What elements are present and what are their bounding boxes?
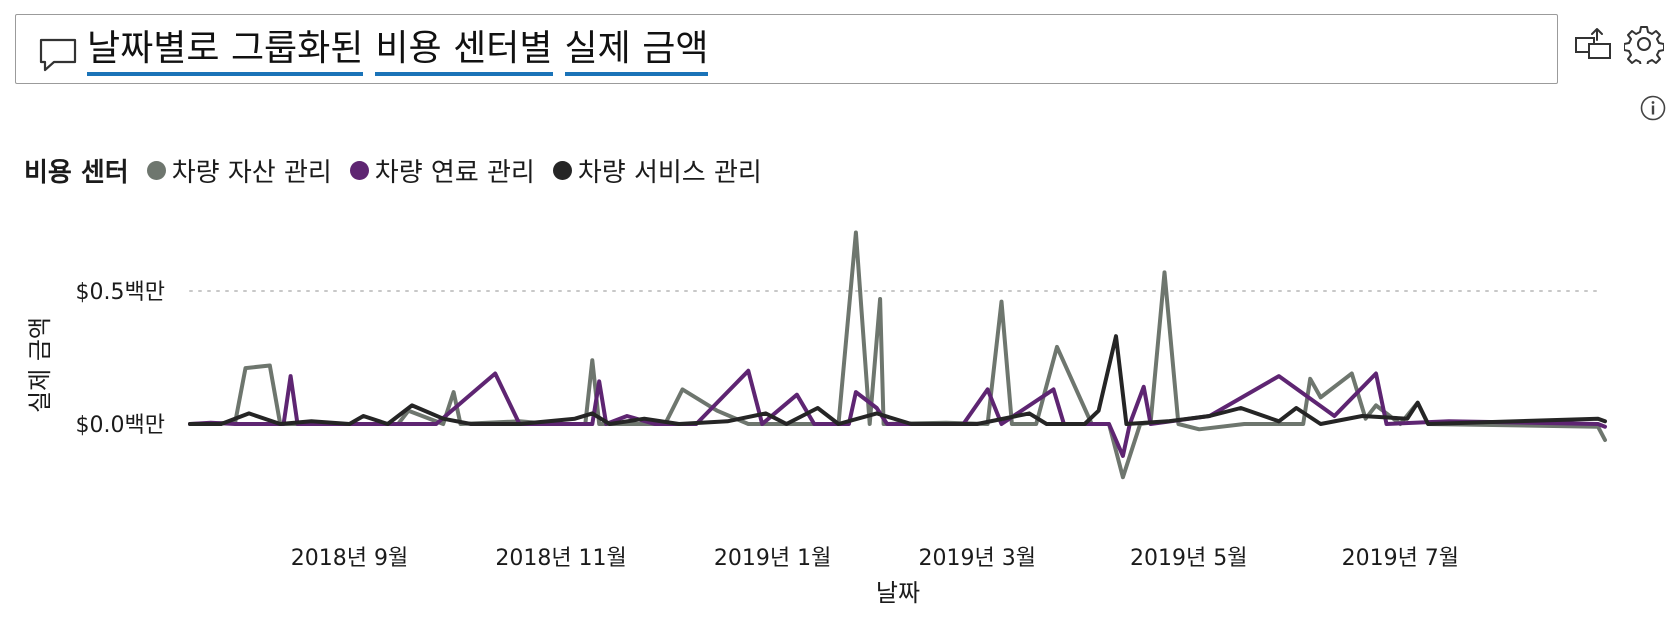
x-tick-label: 2019년 3월 [918,546,1035,571]
y-tick-label: $0.0백만 [76,413,165,438]
title-phrase-3: 실제 금액 [564,27,709,76]
gear-icon[interactable] [1624,24,1664,64]
qa-question-box[interactable]: 날짜별로 그룹화된 비용 센터별 실제 금액 [15,14,1558,84]
legend-label: 차량 연료 관리 [374,157,535,188]
legend-marker [146,160,166,180]
series-line-1[interactable] [188,230,1607,480]
y-axis-ticks: $0.0백만 $0.5백만 [76,280,165,438]
y-tick-label: $0.5백만 [76,280,165,305]
title-word: 그룹화된 [230,28,364,69]
qa-question-text[interactable]: 날짜별로 그룹화된 비용 센터별 실제 금액 [87,27,720,76]
info-icon[interactable] [1639,94,1667,122]
title-word: 날짜별로 [87,28,220,69]
title-word: 금액 [642,28,709,69]
chart-legend: 비용 센터 차량 자산 관리 차량 연료 관리 차량 서비스 관리 [24,152,780,188]
speech-bubble-icon [39,38,77,72]
x-axis-title: 날짜 [876,579,920,607]
legend-label: 차량 자산 관리 [171,157,332,188]
title-word: 센터별 [453,28,553,69]
x-tick-label: 2019년 1월 [714,546,831,571]
series-lines[interactable] [188,230,1607,480]
share-visual-icon[interactable] [1573,26,1613,62]
legend-item-service[interactable]: 차량 서비스 관리 [552,152,762,189]
x-axis-ticks: 2018년 9월 2018년 11월 2019년 1월 2019년 3월 2019년 5… [291,546,1459,571]
y-axis-title: 실제 금액 [26,317,54,413]
title-word: 실제 [564,28,631,69]
title-phrase-2: 비용 센터별 [375,27,553,76]
x-tick-label: 2019년 5월 [1130,546,1247,571]
series-line-3[interactable] [188,334,1607,426]
legend-marker [552,160,572,180]
title-phrase-1: 날짜별로 그룹화된 [87,27,364,76]
legend-title: 비용 센터 [24,157,129,188]
legend-label: 차량 서비스 관리 [577,157,762,188]
legend-item-asset[interactable]: 차량 자산 관리 [146,152,332,189]
x-tick-label: 2019년 7월 [1342,546,1459,571]
x-tick-label: 2018년 9월 [291,546,408,571]
legend-item-fuel[interactable]: 차량 연료 관리 [349,152,535,189]
title-word: 비용 [375,28,442,69]
x-tick-label: 2018년 11월 [495,546,626,571]
legend-marker [349,160,369,180]
